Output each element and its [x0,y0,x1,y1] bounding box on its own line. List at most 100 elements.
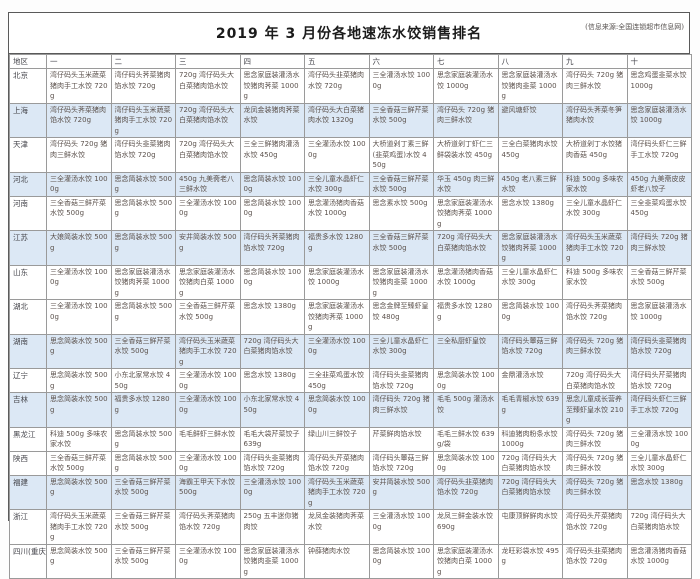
product-cell: 720g 湾仔码头大白菜猪肉馅水饺 [239,333,305,369]
product-cell: 思念儿童成长营养至臻虾皇水饺 210g [562,392,628,428]
title-bar: 2019 年 3 月份各地速冻水饺销售排名 (信息来源:全国连锁超市信息网) [9,13,689,54]
product-cell: 龙凤三鲜金装水饺 690g [433,509,499,545]
region-cell: 陕西 [9,450,47,476]
product-cell: 龙凤金装猪肉荠菜水饺 [239,102,305,138]
product-cell: 湾仔码头大白菜猪肉水饺 1320g [304,102,370,138]
product-cell: 三全香菇三鲜芹菜水饺 500g [368,171,434,197]
product-cell: 福贵多水饺 1280g [110,392,176,428]
product-cell: 思念水饺 1380g [626,474,692,510]
region-cell: 四川(重庆) [9,543,47,579]
product-cell: 湾仔码头韭菜猪肉馅水饺 720g [239,450,305,476]
product-cell: 思念简装水饺 500g [110,450,176,476]
product-cell: 三全香菇三鲜芹菜水饺 500g [368,230,434,266]
product-cell: 三全香菇三鲜芹菜水饺 500g [175,299,241,335]
product-cell: 湾仔码头虾仁三鲜手工水饺 720g [626,392,692,428]
product-cell: 湾仔码头 720g 猪肉三鲜水饺 [368,392,434,428]
product-cell: 思念简装水饺 500g [110,230,176,266]
product-cell: 湾仔码头韭菜猪肉馅水饺 720g [562,543,628,579]
product-cell: 720g 湾仔码头大白菜猪肉馅水饺 [175,137,241,173]
product-cell: 三全儿童水晶虾仁水饺 300g [562,195,628,231]
product-cell: 大娘简装水饺 500g [46,230,112,266]
product-cell: 三全香菇三鲜芹菜水饺 500g [626,264,692,300]
product-cell: 思念简装水饺 500g [110,426,176,452]
product-cell: 湾仔码头 720g 猪肉三鲜水饺 [562,450,628,476]
product-cell: 湾仔码头虾仁三鲜手工水饺 720g [626,137,692,173]
region-cell: 福建 [9,474,47,510]
product-cell: 三全灌汤水饺 1000g [46,264,112,300]
product-cell: 450g 九美斋皮皮虾老八饺子 [626,171,692,197]
product-cell: 金鼎灌汤水饺 [497,368,563,393]
product-cell: 钟薛猪肉水饺 [304,543,370,579]
product-cell: 思念水饺 1380g [239,368,305,393]
table-row: 湖南 思念简装水饺 500g 三全香菇三鲜芹菜水饺 500g 湾仔码头玉米蔬菜猪肉手工… [9,333,692,369]
region-cell: 河北 [9,171,47,197]
product-cell: 湾仔码头荠菜猪肉馅水饺 720g [175,509,241,545]
product-cell: 湾仔码头荠菜猪肉馅水饺 720g [110,68,176,104]
product-cell: 三全儿童水晶虾仁水饺 300g [497,264,563,300]
product-cell: 小东北家常水饺 450g [110,368,176,393]
product-cell: 思念简装水饺 500g [46,392,112,428]
ranking-table: 地区一二三四五六七八九十 北京 湾仔码头玉米蔬菜猪肉手工水饺 720g 湾仔码头荠菜… [9,54,692,579]
product-cell: 安井简装水饺 500g [175,230,241,266]
product-cell: 三全灌汤水饺 1000g [368,509,434,545]
product-cell: 屯康顶鲜鲜肉水饺 [497,509,563,545]
rank-header-cell: 三 [175,54,241,69]
product-cell: 三全儿童水晶虾仁水饺 300g [368,333,434,369]
region-cell: 河南 [9,195,47,231]
product-cell: 思念简装水饺 500g [46,543,112,579]
product-cell: 三全灌汤水饺 1000g [175,195,241,231]
product-cell: 思念水饺 1380g [239,299,305,335]
region-cell: 江苏 [9,230,47,266]
region-cell: 黑龙江 [9,426,47,452]
product-cell: 湾仔码头 720g 猪肉三鲜水饺 [562,426,628,452]
table-row: 河南 三全香菇三鲜芹菜水饺 500g 思念简装水饺 500g 三全灌汤水饺 1000g… [9,195,692,231]
product-cell: 三全韭菜鸡蛋水饺 450g [304,368,370,393]
product-cell: 三全灌汤水饺 1000g [304,333,370,369]
product-cell: 三全灌汤水饺 1000g [175,543,241,579]
product-cell: 思念灌汤猪肉香菇水饺 1000g [304,195,370,231]
product-cell: 三全香菇三鲜芹菜水饺 500g [110,543,176,579]
product-cell: 思念素水饺 500g [368,195,434,231]
product-cell: 海霸王甲天下水饺 500g [175,474,241,510]
product-cell: 思念简装水饺 1000g [497,299,563,335]
ranking-sheet: 2019 年 3 月份各地速冻水饺销售排名 (信息来源:全国连锁超市信息网) 地… [8,12,692,579]
product-cell: 450g 老八素三鲜水饺 [497,171,563,197]
product-cell: 思念家庭装灌汤水饺猪肉韭菜 1000g [497,68,563,104]
product-cell: 湾仔码头芹菜猪肉馅水饺 720g [562,509,628,545]
product-cell: 思念简装水饺 500g [46,333,112,369]
product-cell: 思念家庭装灌汤水饺猪肉白菜 1000g [433,543,499,579]
rank-header-cell: 六 [368,54,434,69]
product-cell: 思念简装水饺 1000g [433,368,499,393]
rank-header-cell: 十 [626,54,692,69]
product-cell: 小东北家常水饺 450g [239,392,305,428]
region-cell: 辽宁 [9,368,47,393]
product-cell: 思念简装水饺 500g [110,299,176,335]
product-cell: 毛毛三鲜水饺 639g/袋 [433,426,499,452]
product-cell: 科迪 500g 多味农家水饺 [46,426,112,452]
header-row: 地区一二三四五六七八九十 [9,54,692,69]
product-cell: 720g 湾仔码头大白菜猪肉馅水饺 [175,102,241,138]
product-cell: 湾仔码头 720g 猪肉三鲜水饺 [433,102,499,138]
product-cell: 三全韭菜鸡蛋水饺 450g [626,195,692,231]
table-row: 吉林 思念简装水饺 500g 福贵多水饺 1280g 三全灌汤水饺 1000g 小东北家… [9,392,692,428]
product-cell: 720g 湾仔码头大白菜猪肉馅水饺 [562,368,628,393]
product-cell: 避风塘虾饺 [497,102,563,138]
product-cell: 湾仔码头芹菜猪肉馅水饺 720g [304,450,370,476]
product-cell: 湾仔码头 720g 猪肉三鲜水饺 [562,68,628,104]
table-row: 福建 思念简装水饺 500g 三全香菇三鲜芹菜水饺 500g 海霸王甲天下水饺 500… [9,474,692,510]
table-row: 四川(重庆) 思念简装水饺 500g 三全香菇三鲜芹菜水饺 500g 三全灌汤水饺 1… [9,543,692,579]
table-row: 黑龙江 科迪 500g 多味农家水饺 思念简装水饺 500g 毛毛鲜虾三鲜水饺 毛毛大袋… [9,426,692,452]
table-row: 浙江 湾仔码头玉米蔬菜猪肉手工水饺 720g 三全香菇三鲜芹菜水饺 500g 湾仔码头… [9,509,692,545]
product-cell: 三全灌汤水饺 1000g [46,171,112,197]
product-cell: 湾仔码头玉米蔬菜猪肉手工水饺 720g [304,474,370,510]
product-cell: 思念简装水饺 1000g [433,450,499,476]
product-cell: 三全香菇三鲜芹菜水饺 500g [110,474,176,510]
product-cell: 思念金牌至臻虾皇饺 480g [368,299,434,335]
table-row: 天津 湾仔码头 720g 猪肉三鲜水饺 湾仔码头韭菜猪肉馅水饺 720g 720g 湾… [9,137,692,173]
product-cell: 毛毛大袋芹菜饺子 639g [239,426,305,452]
region-cell: 上海 [9,102,47,138]
product-cell: 思念简装水饺 500g [110,195,176,231]
page-title: 2019 年 3 月份各地速冻水饺销售排名 [215,26,483,42]
product-cell: 湾仔码头韭菜猪肉馅水饺 720g [433,474,499,510]
product-cell: 湾仔码头 720g 猪肉三鲜水饺 [626,230,692,266]
